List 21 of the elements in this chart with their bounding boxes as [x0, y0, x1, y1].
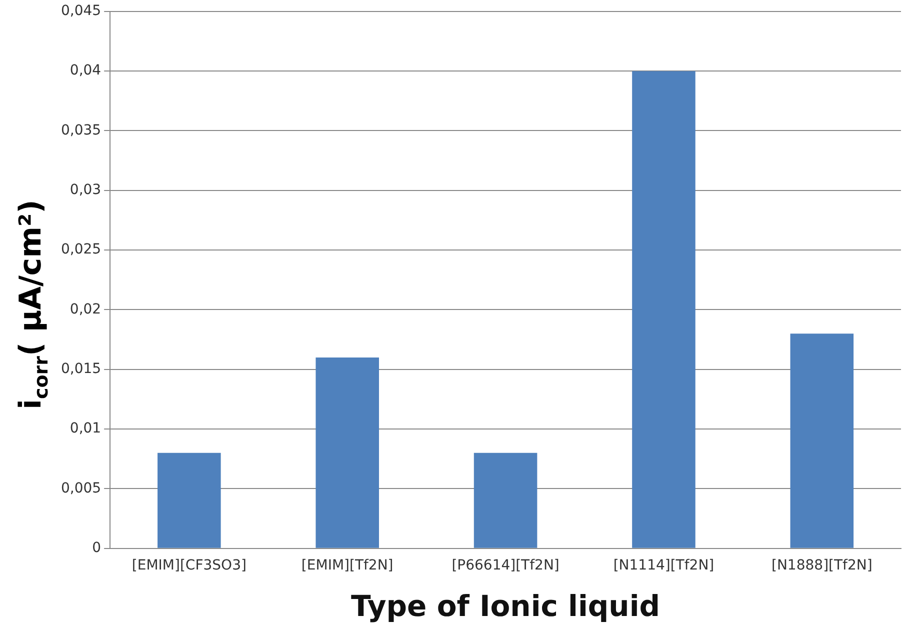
y-tick-label: 0,045: [60, 3, 102, 20]
y-tick-label: 0,015: [60, 361, 102, 378]
x-tick-label: [EMIM][Tf2N]: [301, 557, 394, 574]
bar: [316, 357, 379, 548]
bar: [790, 334, 854, 548]
y-tick-label: 0,03: [70, 182, 102, 198]
x-tick-label: [P66614][Tf2N]: [452, 557, 560, 574]
bar: [632, 71, 696, 548]
bar: [158, 452, 221, 548]
x-tick-label: [EMIM][CF3SO3]: [132, 557, 246, 574]
y-tick-label: 0,04: [70, 62, 102, 79]
y-tick-label: 0,01: [70, 420, 102, 437]
y-tick-label: 0,005: [60, 480, 102, 496]
y-tick-label: 0,035: [60, 122, 102, 138]
y-tick-label: 0,02: [70, 301, 102, 318]
x-axis-title: Type of Ionic liquid: [351, 589, 660, 624]
y-tick-label: 0,025: [60, 242, 102, 258]
x-tick-label: [N1888][Tf2N]: [772, 557, 872, 574]
x-tick-label: [N1114][Tf2N]: [613, 557, 714, 574]
bar: [474, 452, 538, 548]
y-tick-label: 0: [92, 540, 102, 556]
